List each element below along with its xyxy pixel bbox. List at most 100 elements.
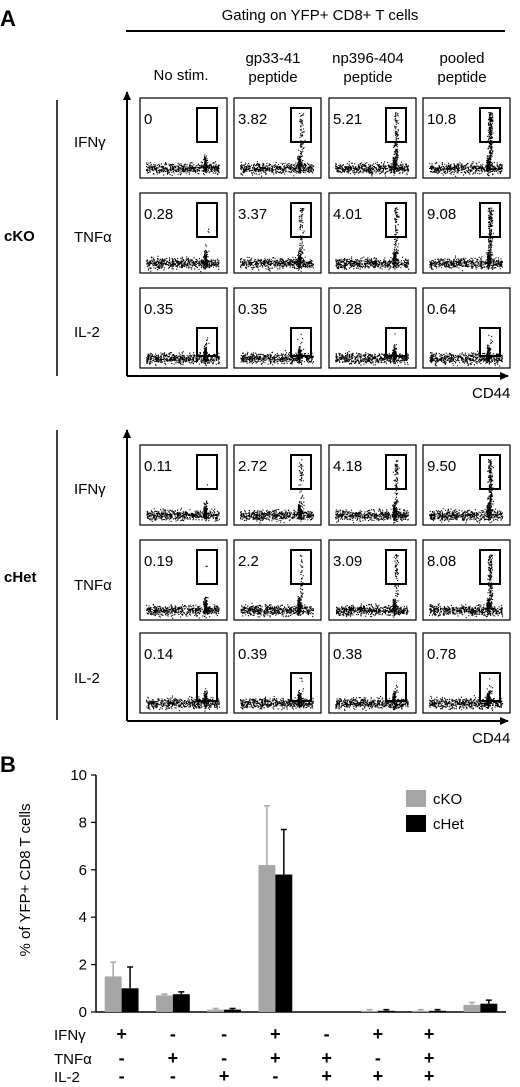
gate-percentage: 0.28 xyxy=(144,206,173,223)
flow-plot-events xyxy=(429,678,504,711)
gate-percentage: 0.39 xyxy=(238,646,267,663)
sign-cell: - xyxy=(119,1066,125,1086)
sign-cell: + xyxy=(168,1048,179,1068)
sign-row-label: IL-2 xyxy=(54,1069,80,1086)
flow-plot-cKO-2-2: 0.28 xyxy=(328,287,417,369)
panel-b-letter: B xyxy=(0,752,16,777)
gate-percentage: 4.01 xyxy=(333,206,362,223)
y-tick-label: 4 xyxy=(79,909,87,926)
flow-plot-cHet-2-2: 0.38 xyxy=(328,632,417,714)
flow-plot-gate xyxy=(290,549,312,585)
legend-swatch-cKO xyxy=(406,790,426,807)
gate-percentage: 0.64 xyxy=(427,301,456,318)
flow-plot-cKO-2-1: 0.35 xyxy=(233,287,322,369)
group-label-chet: cHet xyxy=(4,569,37,586)
flow-plot-cHet-0-0: 0.11 xyxy=(139,444,228,526)
flow-plot-events xyxy=(335,333,409,367)
row-label-cko-ifng: IFNγ xyxy=(74,134,106,151)
flow-plot-cKO-2-3: 0.64 xyxy=(422,287,511,369)
bar-cHet-6 xyxy=(429,1010,447,1012)
gate-percentage: 0.14 xyxy=(144,646,173,663)
sign-cell: + xyxy=(116,1024,127,1044)
sign-cell: + xyxy=(321,1048,332,1068)
flow-plot-events xyxy=(429,554,504,619)
bar-cHet-2 xyxy=(224,1009,242,1012)
flow-plot-gate xyxy=(385,454,407,490)
bar-cHet-3 xyxy=(275,874,293,1012)
flow-plot-cHet-2-0: 0.14 xyxy=(139,632,228,714)
gate-percentage: 4.18 xyxy=(333,458,362,475)
legend-label-cKO: cKO xyxy=(433,791,462,808)
gate-percentage: 10.8 xyxy=(427,111,456,128)
flow-plot-events xyxy=(335,554,409,618)
gate-percentage: 0.19 xyxy=(144,553,173,570)
flow-plot-events xyxy=(429,112,503,177)
flow-plot-gate xyxy=(196,107,218,143)
gate-percentage: 0.35 xyxy=(144,301,173,318)
bar-chart-y-label: % of YFP+ CD8 T cells xyxy=(17,804,34,957)
sign-cell: - xyxy=(170,1066,176,1086)
bar-cHet-5 xyxy=(377,1010,395,1012)
sign-cell: + xyxy=(373,1024,384,1044)
sign-cell: - xyxy=(119,1048,125,1068)
gate-percentage: 0.38 xyxy=(333,646,362,663)
gate-percentage: 3.37 xyxy=(238,206,267,223)
flow-plot-events xyxy=(240,677,314,711)
flow-plot-gate xyxy=(479,549,501,585)
sign-cell: + xyxy=(219,1066,230,1086)
sign-cell: + xyxy=(424,1024,435,1044)
flow-plot-gate xyxy=(196,327,218,357)
flow-plot-gate xyxy=(385,549,407,585)
gate-percentage: 0.78 xyxy=(427,646,456,663)
flow-plot-events xyxy=(240,555,315,618)
bar-cHet-1 xyxy=(172,994,190,1012)
flow-plot-cKO-0-0: 0 xyxy=(139,97,228,179)
gate-percentage: 2.2 xyxy=(238,553,259,570)
flow-plot-gate xyxy=(290,454,312,490)
bar-cHet-7 xyxy=(480,1003,498,1012)
flow-plot-events xyxy=(240,333,314,366)
gate-percentage: 3.82 xyxy=(238,111,267,128)
flow-plot-cHet-1-3: 8.08 xyxy=(422,539,511,621)
sign-row-label: TNFα xyxy=(54,1051,92,1068)
flow-plot-frame xyxy=(233,192,322,274)
y-tick-label: 0 xyxy=(79,1004,87,1021)
y-tick-label: 2 xyxy=(79,957,87,974)
bar-cKO-5 xyxy=(360,1010,378,1012)
column-header-2-line2: peptide xyxy=(248,69,297,86)
flow-plot-events xyxy=(146,228,220,273)
gate-percentage: 8.08 xyxy=(427,553,456,570)
legend-label-cHet: cHet xyxy=(433,816,465,833)
flow-plot-gate xyxy=(290,107,312,143)
column-header-2-line1: gp33-41 xyxy=(245,50,300,67)
gate-percentage: 2.72 xyxy=(238,458,267,475)
sign-cell: - xyxy=(221,1024,227,1044)
flow-plot-gate xyxy=(385,672,407,702)
gate-percentage: 5.21 xyxy=(333,111,362,128)
flow-plot-events xyxy=(240,112,315,177)
flow-plot-events xyxy=(146,565,220,619)
flow-plot-frame xyxy=(233,444,322,526)
cko-x-axis-label: CD44 xyxy=(472,385,510,402)
sign-cell: + xyxy=(270,1024,281,1044)
gate-percentage: 3.09 xyxy=(333,553,362,570)
flow-plot-frame xyxy=(233,97,322,179)
flow-plot-gate xyxy=(196,549,218,585)
flow-plot-gate xyxy=(385,107,407,143)
flow-plot-events xyxy=(240,459,315,524)
flow-plot-cKO-0-1: 3.82 xyxy=(233,97,322,179)
sign-cell: + xyxy=(373,1066,384,1086)
y-tick-label: 6 xyxy=(79,862,87,879)
y-tick-label: 8 xyxy=(79,814,87,831)
gate-percentage: 0 xyxy=(144,111,152,128)
flow-plot-cHet-2-1: 0.39 xyxy=(233,632,322,714)
row-label-cko-il2: IL-2 xyxy=(74,324,100,341)
flow-plot-events xyxy=(146,337,220,366)
flow-plot-events xyxy=(335,207,410,271)
flow-plot-events xyxy=(335,684,409,712)
flow-plot-events xyxy=(146,154,220,176)
flow-plot-cHet-2-3: 0.78 xyxy=(422,632,511,714)
flow-plot-cHet-1-2: 3.09 xyxy=(328,539,417,621)
flow-plot-gate xyxy=(290,202,312,238)
